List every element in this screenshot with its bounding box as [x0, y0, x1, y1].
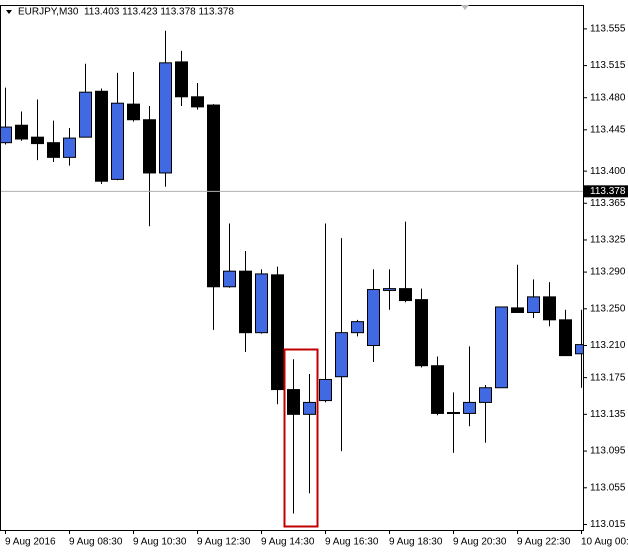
y-tick-label: 113.365: [590, 198, 626, 209]
y-tick-label: 113.250: [590, 303, 626, 314]
candle-body: [127, 103, 140, 121]
y-tick-label: 113.290: [590, 267, 626, 278]
candle-body: [415, 299, 428, 367]
candle-body: [79, 91, 92, 138]
y-tick-label: 113.015: [590, 519, 626, 530]
x-tick-label: 9 Aug 08:30: [69, 537, 123, 548]
candle-body: [527, 296, 540, 313]
candle-body: [511, 307, 524, 313]
plot-frame: [0, 5, 584, 531]
candle-body: [319, 378, 332, 402]
y-tick-label: 113.055: [590, 482, 626, 493]
shift-marker: [461, 5, 469, 10]
candle-body: [335, 332, 348, 378]
x-tick-label: 9 Aug 22:30: [517, 537, 571, 548]
candle-body: [207, 104, 220, 288]
x-tick-label: 10 Aug 00:: [581, 537, 628, 548]
x-tick-label: 9 Aug 18:30: [389, 537, 443, 548]
candle-body: [479, 387, 492, 403]
candle-body: [271, 274, 284, 391]
candle-body: [447, 412, 460, 415]
candle-body: [575, 344, 583, 355]
x-tick-label: 9 Aug 14:30: [261, 537, 315, 548]
candle-body: [463, 401, 476, 414]
candle-body: [175, 61, 188, 98]
candle-body: [351, 321, 364, 334]
y-tick-label: 113.325: [590, 235, 626, 246]
y-tick-label: 113.400: [590, 166, 626, 177]
plot-area: [1, 30, 583, 514]
candle-body: [495, 306, 508, 389]
y-tick-label: 113.210: [590, 340, 626, 351]
candle-body: [95, 90, 108, 182]
candle-body: [239, 270, 252, 334]
candle-body: [31, 136, 44, 145]
candle-body: [255, 273, 268, 334]
candle-body: [111, 102, 124, 180]
candle-body: [63, 137, 76, 158]
y-tick-label: 113.445: [590, 124, 626, 135]
x-tick-label: 9 Aug 2016: [5, 537, 56, 548]
x-tick-label: 9 Aug 20:30: [453, 537, 507, 548]
candle-body: [399, 288, 412, 302]
candle-body: [159, 62, 172, 174]
candle-body: [287, 389, 300, 415]
y-tick-label: 113.515: [590, 60, 626, 71]
candle-body: [143, 119, 156, 174]
candle-body: [559, 319, 572, 357]
y-tick-label: 113.175: [590, 372, 626, 383]
chart-title: EURJPY,M30 113.403 113.423 113.378 113.3…: [18, 7, 234, 18]
candle-body: [383, 288, 396, 291]
candle-body: [1, 126, 12, 144]
candle-body: [15, 124, 28, 140]
candle-body: [223, 270, 236, 288]
candle-body: [303, 401, 316, 415]
candle-body: [431, 365, 444, 414]
x-tick-label: 9 Aug 10:30: [133, 537, 187, 548]
y-tick-label: 113.135: [590, 409, 626, 420]
y-tick-label: 113.480: [590, 92, 626, 103]
y-tick-label: 113.095: [590, 446, 626, 457]
x-tick-label: 9 Aug 12:30: [197, 537, 251, 548]
x-tick-label: 9 Aug 16:30: [325, 537, 379, 548]
candle-body: [47, 142, 60, 158]
highlight-box: [283, 348, 319, 528]
y-tick-label: 113.555: [590, 24, 626, 35]
menu-arrow: [6, 10, 12, 14]
candle-body: [367, 289, 380, 347]
candle-body: [191, 96, 204, 108]
candle-body: [543, 296, 556, 321]
last-price-box: [584, 185, 628, 198]
last-price-label: 113.378: [590, 186, 626, 197]
